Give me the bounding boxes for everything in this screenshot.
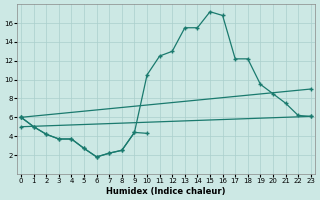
- X-axis label: Humidex (Indice chaleur): Humidex (Indice chaleur): [106, 187, 226, 196]
